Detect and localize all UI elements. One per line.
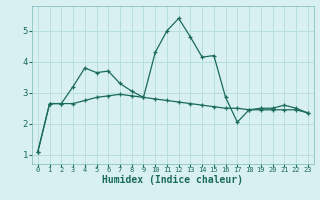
X-axis label: Humidex (Indice chaleur): Humidex (Indice chaleur)	[102, 175, 243, 185]
